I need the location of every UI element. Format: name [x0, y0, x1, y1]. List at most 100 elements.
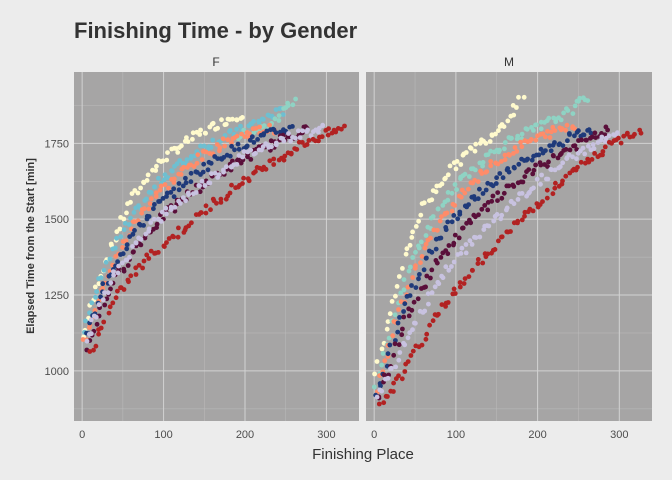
data-point: [397, 315, 402, 320]
data-point: [121, 227, 127, 233]
data-point: [285, 103, 291, 108]
data-point: [593, 135, 599, 141]
data-point: [567, 131, 572, 136]
data-point: [339, 126, 344, 132]
data-point: [404, 246, 410, 252]
data-point: [552, 140, 557, 145]
y-axis-label: Elapsed Time from the Start [min]: [25, 158, 37, 334]
data-point: [508, 229, 513, 234]
data-point: [184, 157, 190, 163]
data-point: [462, 276, 468, 281]
data-point: [171, 186, 177, 192]
data-point: [148, 248, 154, 254]
data-point: [276, 118, 282, 123]
data-point: [465, 186, 471, 192]
data-point: [118, 234, 124, 240]
data-point: [402, 342, 408, 348]
data-point: [550, 153, 556, 158]
data-point: [514, 149, 520, 154]
data-point: [391, 380, 396, 386]
data-point: [121, 287, 127, 292]
data-point: [502, 140, 508, 145]
data-point: [446, 243, 452, 248]
data-point: [401, 309, 406, 314]
data-point: [422, 308, 428, 314]
data-point: [229, 143, 235, 149]
data-point: [455, 216, 461, 222]
data-point: [251, 140, 257, 145]
data-point: [389, 365, 394, 371]
data-point: [533, 162, 538, 168]
data-point: [164, 157, 170, 163]
data-point: [538, 181, 543, 187]
data-point: [183, 175, 188, 181]
data-point: [202, 130, 208, 136]
data-point: [271, 156, 277, 162]
data-point: [479, 171, 485, 176]
data-point: [175, 234, 181, 240]
data-point: [198, 127, 204, 133]
data-point: [501, 190, 507, 196]
data-point: [505, 118, 511, 124]
data-point: [411, 299, 417, 305]
data-point: [372, 371, 377, 377]
data-point: [144, 252, 150, 258]
data-point: [445, 190, 451, 195]
data-point: [276, 113, 282, 118]
data-point: [94, 289, 99, 294]
data-point: [409, 307, 415, 313]
data-point: [221, 167, 226, 173]
data-point: [495, 190, 501, 196]
data-point: [166, 185, 171, 191]
data-point: [115, 259, 120, 265]
data-point: [152, 184, 157, 190]
data-point: [241, 149, 247, 154]
data-point: [463, 250, 469, 256]
data-point: [295, 128, 301, 134]
data-point: [416, 218, 421, 224]
data-point: [84, 338, 90, 344]
data-point: [89, 331, 94, 337]
data-point: [515, 197, 521, 202]
data-point: [577, 95, 583, 101]
data-point: [430, 318, 436, 324]
data-point: [230, 158, 235, 164]
data-point: [171, 194, 177, 200]
data-point: [409, 235, 415, 240]
data-point: [472, 148, 478, 154]
data-point: [293, 96, 298, 102]
data-point: [159, 209, 165, 215]
data-point: [473, 235, 479, 241]
data-point: [188, 170, 194, 176]
data-point: [502, 157, 508, 163]
y-tick-label: 1750: [45, 138, 69, 150]
data-point: [531, 167, 537, 173]
data-point: [602, 144, 608, 150]
data-point: [177, 158, 183, 163]
data-point: [138, 236, 144, 242]
data-point: [384, 326, 390, 332]
data-point: [499, 159, 504, 164]
data-point: [342, 123, 347, 129]
data-point: [518, 139, 523, 145]
data-point: [234, 162, 240, 167]
data-point: [103, 259, 109, 265]
data-point: [413, 263, 418, 269]
data-point: [229, 182, 234, 188]
data-point: [489, 198, 495, 204]
data-point: [545, 128, 550, 134]
data-point: [472, 167, 478, 173]
data-point: [521, 94, 527, 100]
data-point: [391, 352, 397, 358]
data-point: [184, 135, 189, 141]
data-point: [147, 201, 153, 207]
x-tick-label: 300: [317, 429, 335, 441]
data-point: [586, 127, 592, 133]
data-point: [480, 260, 486, 266]
data-point: [160, 196, 166, 201]
data-point: [146, 214, 152, 219]
data-point: [507, 152, 512, 158]
data-point: [161, 177, 167, 183]
data-point: [234, 117, 240, 123]
data-point: [615, 130, 620, 136]
